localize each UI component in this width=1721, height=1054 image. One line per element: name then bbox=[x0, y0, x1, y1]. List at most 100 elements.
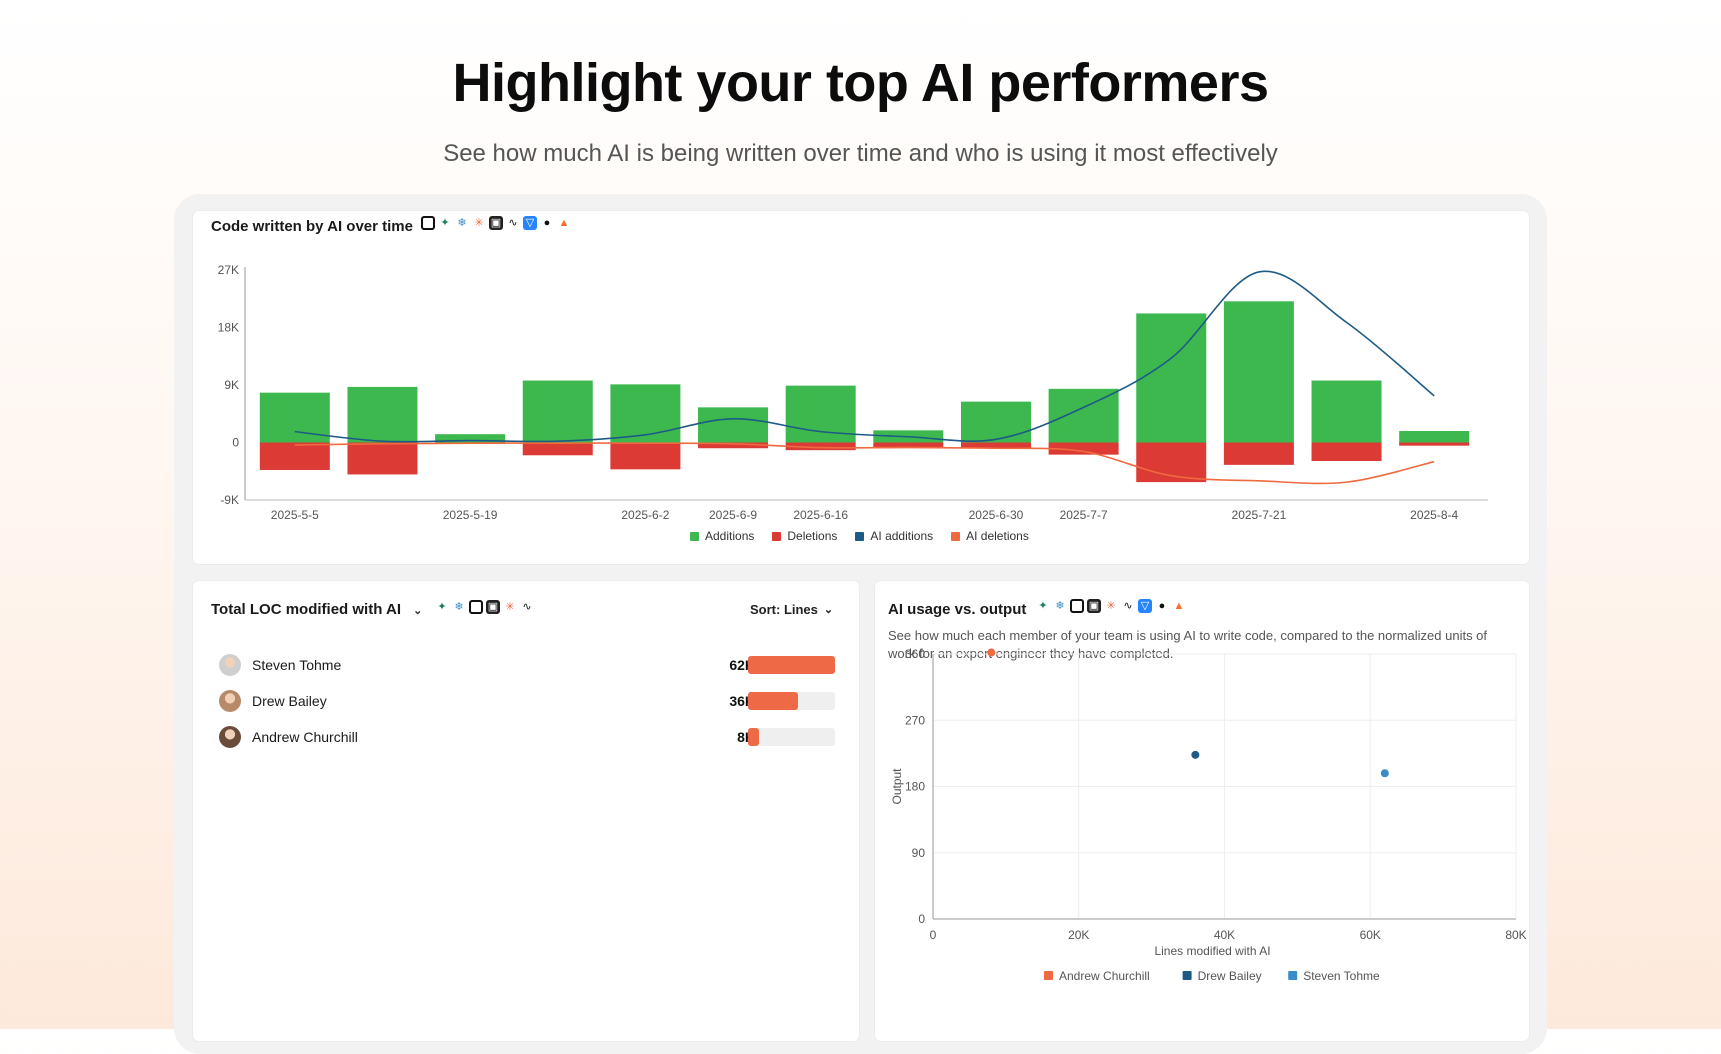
tool-icons: ✦ ❄ ▣ ✳ ∿ ▽ ● ▲ bbox=[1036, 599, 1186, 613]
y-tick-label: 360 bbox=[905, 647, 925, 661]
chart-legend: Additions Deletions AI additions AI deletio… bbox=[690, 529, 1029, 543]
code-over-time-card: Code written by AI over time ✦ ❄ ✳ ▣ ∿ ▽ ● ▲ 27… bbox=[193, 211, 1529, 564]
bar-additions bbox=[522, 380, 593, 443]
bar-deletions bbox=[1399, 442, 1470, 446]
person-name: Andrew Churchill bbox=[252, 729, 358, 745]
x-tick-label: 2025-8-4 bbox=[1410, 508, 1458, 522]
lines-bar-track bbox=[748, 656, 835, 674]
legend-swatch bbox=[951, 531, 961, 541]
person-name: Drew Bailey bbox=[252, 693, 327, 709]
y-tick-label: 270 bbox=[905, 713, 925, 727]
x-tick-label: 2025-6-9 bbox=[709, 508, 757, 522]
person-row[interactable]: Steven Tohme 62K bbox=[219, 653, 839, 677]
anthropic-icon: ✳ bbox=[1104, 599, 1118, 613]
person-row[interactable]: Andrew Churchill 8K bbox=[219, 725, 839, 749]
y-tick-label: 90 bbox=[912, 846, 926, 860]
bar-additions bbox=[1311, 380, 1382, 443]
windsurf-icon: ▣ bbox=[1087, 599, 1101, 613]
github-icon: ● bbox=[1155, 599, 1169, 613]
codeium-icon: ∿ bbox=[1121, 599, 1135, 613]
x-axis-label: Lines modified with AI bbox=[1154, 944, 1270, 958]
bar-additions bbox=[1048, 388, 1119, 443]
bar-additions bbox=[960, 401, 1031, 443]
y-tick-label: 18K bbox=[218, 321, 239, 335]
card-title: AI usage vs. output bbox=[888, 601, 1027, 618]
bar-deletions bbox=[873, 442, 944, 447]
legend-item[interactable]: Additions bbox=[690, 529, 754, 543]
x-tick-label: 2025-5-19 bbox=[443, 508, 498, 522]
card-title[interactable]: Total LOC modified with AI ⌄ bbox=[211, 601, 422, 618]
lines-bar-track bbox=[748, 692, 835, 710]
tool-icons: ✦ ❄ ▣ ✳ ∿ bbox=[435, 600, 534, 614]
claude-code-icon: ❄ bbox=[455, 216, 469, 230]
avatar bbox=[219, 690, 241, 712]
x-tick-label: 2025-6-30 bbox=[969, 508, 1024, 522]
legend-label: Deletions bbox=[787, 529, 838, 543]
codeium-icon: ∿ bbox=[506, 216, 520, 230]
legend-swatch bbox=[1182, 971, 1192, 980]
cursor-icon bbox=[1070, 599, 1084, 613]
sort-label: Sort: Lines bbox=[750, 602, 818, 617]
card-title: Code written by AI over time bbox=[211, 218, 413, 235]
lines-bar-fill bbox=[748, 656, 835, 674]
sort-dropdown[interactable]: Sort: Lines ⌄ bbox=[750, 602, 833, 617]
scatter-point bbox=[1191, 750, 1200, 759]
x-tick-label: 2025-5-5 bbox=[271, 508, 319, 522]
legend-label: Drew Bailey bbox=[1198, 969, 1262, 983]
legend-item[interactable]: AI additions bbox=[855, 529, 933, 543]
bar-additions bbox=[435, 434, 506, 443]
bar-additions bbox=[1399, 431, 1470, 443]
bar-deletions bbox=[259, 442, 330, 470]
x-tick-label: 80K bbox=[1505, 928, 1526, 942]
x-tick-label: 40K bbox=[1214, 928, 1235, 942]
page-title: Highlight your top AI performers bbox=[452, 53, 1269, 113]
legend-item[interactable]: AI deletions bbox=[951, 529, 1029, 543]
y-tick-label: 9K bbox=[224, 378, 239, 392]
avatar bbox=[219, 726, 241, 748]
legend-label: Steven Tohme bbox=[1303, 969, 1380, 983]
bar-deletions bbox=[610, 442, 681, 470]
loc-modified-card: Total LOC modified with AI ⌄ ✦ ❄ ▣ ✳ ∿ Sort:… bbox=[193, 581, 859, 1041]
y-tick-label: 0 bbox=[918, 912, 925, 926]
bar-additions bbox=[347, 386, 418, 443]
x-tick-label: 20K bbox=[1068, 928, 1089, 942]
lines-bar-track bbox=[748, 728, 835, 746]
y-tick-label: 180 bbox=[905, 780, 925, 794]
person-lines-value: 62K bbox=[729, 657, 755, 673]
legend-label: Additions bbox=[705, 529, 755, 543]
lines-bar-fill bbox=[748, 692, 799, 710]
gitlab-icon: ▲ bbox=[557, 216, 571, 230]
bar-additions bbox=[610, 384, 681, 443]
anthropic-icon: ✳ bbox=[503, 600, 517, 614]
line-ai-additions bbox=[294, 270, 1435, 443]
x-tick-label: 2025-6-2 bbox=[621, 508, 669, 522]
usage-vs-output-card: AI usage vs. output ✦ ❄ ▣ ✳ ∿ ▽ ● ▲ See how muc… bbox=[875, 581, 1529, 1041]
bar-additions bbox=[698, 407, 769, 443]
copilot-icon: ✦ bbox=[1036, 599, 1050, 613]
lines-bar-fill bbox=[748, 728, 760, 746]
bar-deletions bbox=[347, 442, 418, 475]
legend-item[interactable]: Deletions bbox=[772, 529, 837, 543]
person-lines-value: 8K bbox=[737, 729, 755, 745]
person-lines-value: 36K bbox=[729, 693, 755, 709]
scatter-point bbox=[1380, 769, 1389, 778]
usage-scatter-chart: 0 20K 40K 60K 80K 0 90 180 270 360 Lines modified … bbox=[890, 647, 1527, 983]
bar-deletions bbox=[785, 442, 856, 451]
gitlab-icon: ▲ bbox=[1172, 599, 1186, 613]
chevron-down-icon: ⌄ bbox=[413, 605, 423, 617]
legend-swatch bbox=[690, 531, 699, 541]
bar-deletions bbox=[960, 442, 1031, 449]
bar-deletions bbox=[1223, 442, 1294, 465]
legend-swatch bbox=[1044, 971, 1053, 980]
y-tick-label: 0 bbox=[232, 436, 239, 450]
legend-label: AI additions bbox=[870, 529, 934, 543]
claude-code-icon: ❄ bbox=[1053, 599, 1067, 613]
legend-swatch bbox=[855, 531, 865, 541]
line-ai-deletions bbox=[294, 442, 1435, 485]
chevron-down-icon: ⌄ bbox=[823, 604, 834, 616]
bitbucket-icon: ▽ bbox=[1138, 599, 1152, 613]
person-row[interactable]: Drew Bailey 36K bbox=[219, 689, 839, 713]
bar-additions bbox=[1223, 301, 1294, 443]
codeium-icon: ∿ bbox=[520, 600, 534, 614]
windsurf-icon: ▣ bbox=[486, 600, 500, 614]
